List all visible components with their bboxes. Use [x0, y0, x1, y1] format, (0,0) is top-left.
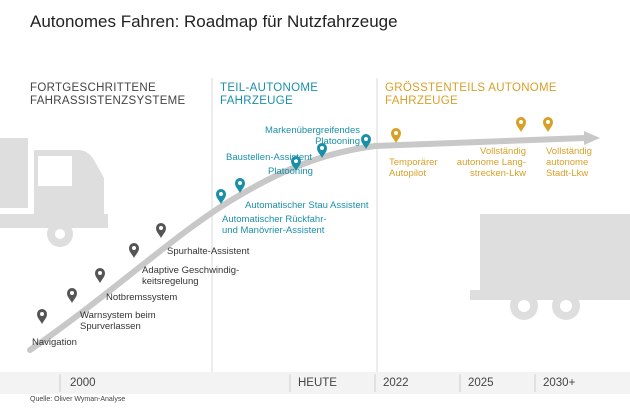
- milestone-label-lane-departure: Warnsystem beim Spurverlassen: [80, 310, 156, 332]
- milestone-label-platooning: Platooning: [268, 166, 313, 177]
- map-pin-icon: [391, 128, 401, 143]
- milestone-label-autopilot: Temporärer Autopilot: [389, 157, 438, 179]
- milestone-label-adaptive-cruise: Adaptive Geschwindig-keitsregelung: [142, 265, 240, 287]
- timeline-label-2030: 2030+: [543, 377, 576, 389]
- milestone-label-city-truck: Vollständig autonome Stadt-Lkw: [546, 146, 592, 179]
- map-pin-icon: [543, 117, 553, 132]
- phase-header-assistance: FORTGESCHRITTENE FAHRASSISTENZSYSTEME: [30, 82, 186, 107]
- map-pin-icon: [361, 134, 371, 149]
- curve-arrowhead: [584, 131, 600, 145]
- timeline-label-2000: 2000: [70, 377, 96, 389]
- timeline-label-heute: HEUTE: [298, 377, 337, 389]
- phase-header-semi-autonomous: TEIL-AUTONOME FAHRZEUGE: [220, 82, 319, 107]
- map-pin-icon: [516, 117, 526, 132]
- map-pin-icon: [156, 223, 166, 238]
- milestone-label-reverse-maneuver: Automatischer Rückfahr-und Manövrier-Ass…: [222, 214, 327, 236]
- map-pin-icon: [235, 178, 245, 193]
- truck-icon: [0, 138, 108, 247]
- milestone-label-cross-brand-platooning: Markenübergreifendes Platooning: [264, 125, 360, 147]
- map-pin-icon: [129, 243, 139, 258]
- milestone-label-emergency-brake: Notbremssystem: [106, 292, 178, 303]
- page-title: Autonomes Fahren: Roadmap für Nutzfahrze…: [30, 12, 398, 31]
- timeline-bar: [0, 372, 630, 394]
- milestone-label-lane-keeping: Spurhalte-Assistent: [167, 246, 250, 257]
- source-note: Quelle: Oliver Wyman-Analyse: [30, 396, 126, 403]
- timeline-label-2025: 2025: [468, 377, 494, 389]
- map-pin-icon: [67, 288, 77, 303]
- phase-header-mostly-autonomous: GRÖSSTENTEILS AUTONOME FAHRZEUGE: [385, 82, 557, 107]
- milestone-label-construction: Baustellen-Assistent: [226, 152, 313, 163]
- map-pin-icon: [291, 156, 301, 171]
- milestone-label-traffic-jam: Automatischer Stau Assistent: [245, 200, 369, 211]
- map-pin-icon: [317, 143, 327, 158]
- map-pin-icon: [95, 268, 105, 283]
- milestone-label-navigation: Navigation: [32, 337, 77, 348]
- timeline-label-2022: 2022: [383, 377, 409, 389]
- map-pin-icon: [216, 189, 226, 204]
- map-pin-icon: [37, 309, 47, 324]
- milestone-label-long-haul: Vollständig autonome Lang-strecken-Lkw: [456, 146, 526, 179]
- truck-icon: [470, 214, 630, 320]
- roadmap-curve: [27, 135, 588, 353]
